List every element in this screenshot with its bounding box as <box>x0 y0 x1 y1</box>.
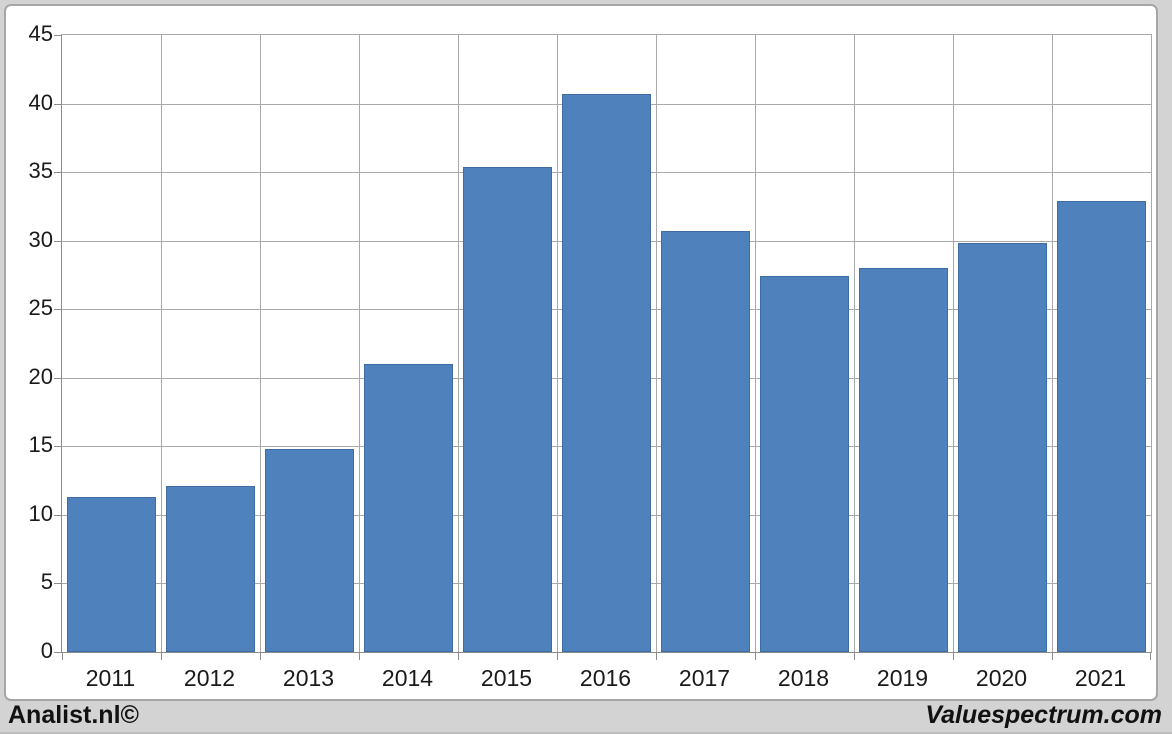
x-axis-label: 2014 <box>381 665 434 691</box>
y-axis-label: 40 <box>28 90 53 115</box>
gridline-vertical <box>557 35 558 652</box>
y-axis-tick <box>54 104 62 105</box>
bar-2019 <box>859 268 948 652</box>
y-axis-tick <box>54 515 62 516</box>
y-axis-label: 10 <box>28 501 53 526</box>
bar-2017 <box>661 231 750 652</box>
x-axis-tick <box>359 652 360 660</box>
bar-2016 <box>562 94 651 652</box>
gridline-vertical <box>854 35 855 652</box>
bar-2014 <box>364 364 453 652</box>
gridline-vertical <box>260 35 261 652</box>
x-axis-tick <box>656 652 657 660</box>
y-axis-label: 20 <box>28 364 53 389</box>
bar-2012 <box>166 486 255 652</box>
x-axis-tick <box>557 652 558 660</box>
y-axis-label: 35 <box>28 158 53 183</box>
x-axis-tick <box>1150 652 1151 660</box>
y-axis-tick <box>54 309 62 310</box>
x-axis-tick <box>755 652 756 660</box>
x-axis-label: 2015 <box>480 665 533 691</box>
x-axis: 2011 2012 2013 2014 2015 2016 2017 2018 2019 2020… <box>61 665 1150 693</box>
y-axis-label: 5 <box>40 569 53 594</box>
y-axis-label: 15 <box>28 432 53 457</box>
y-axis-tick <box>54 35 62 36</box>
bar-2018 <box>760 276 849 652</box>
x-axis-tick <box>161 652 162 660</box>
x-axis-label: 2019 <box>876 665 929 691</box>
y-axis-label: 25 <box>28 295 53 320</box>
x-axis-label: 2012 <box>183 665 236 691</box>
x-axis-label: 2013 <box>282 665 335 691</box>
y-axis-label: 30 <box>28 227 53 252</box>
footer-left-brand: Analist.nl© <box>8 700 139 729</box>
x-axis-label: 2018 <box>777 665 830 691</box>
gridline-vertical <box>161 35 162 652</box>
y-axis-tick <box>54 172 62 173</box>
y-axis-label: 0 <box>40 638 53 663</box>
bar-2015 <box>463 167 552 652</box>
x-axis-label: 2021 <box>1074 665 1127 691</box>
x-axis-tick <box>1052 652 1053 660</box>
x-axis-label: 2011 <box>85 665 136 691</box>
gridline-vertical <box>359 35 360 652</box>
x-axis-label: 2016 <box>579 665 632 691</box>
y-axis-tick <box>54 378 62 379</box>
footer-right-brand: Valuespectrum.com <box>925 700 1162 729</box>
x-axis-label: 2020 <box>975 665 1028 691</box>
x-axis-tick <box>62 652 63 660</box>
gridline-vertical <box>458 35 459 652</box>
gridline-vertical <box>656 35 657 652</box>
x-axis-label: 2017 <box>678 665 731 691</box>
y-axis-tick <box>54 241 62 242</box>
bar-2021 <box>1057 201 1146 652</box>
gridline-vertical <box>755 35 756 652</box>
y-axis-label: 45 <box>28 21 53 46</box>
y-axis-tick <box>54 446 62 447</box>
x-axis-tick <box>854 652 855 660</box>
bar-2011 <box>67 497 156 652</box>
chart-card: 0 5 10 15 20 25 30 35 40 45 2011 2012 2013 2014 2015 2… <box>4 4 1158 701</box>
y-axis-tick <box>54 583 62 584</box>
x-axis-tick <box>953 652 954 660</box>
x-axis-tick <box>260 652 261 660</box>
bar-2020 <box>958 243 1047 652</box>
y-axis-tick <box>54 652 62 653</box>
gridline-vertical <box>1052 35 1053 652</box>
plot-area <box>54 34 1152 660</box>
y-axis: 0 5 10 15 20 25 30 35 40 45 <box>11 22 53 663</box>
gridline-vertical <box>953 35 954 652</box>
footer-bar: Analist.nl© Valuespectrum.com <box>0 701 1172 734</box>
x-axis-tick <box>458 652 459 660</box>
bar-2013 <box>265 449 354 652</box>
